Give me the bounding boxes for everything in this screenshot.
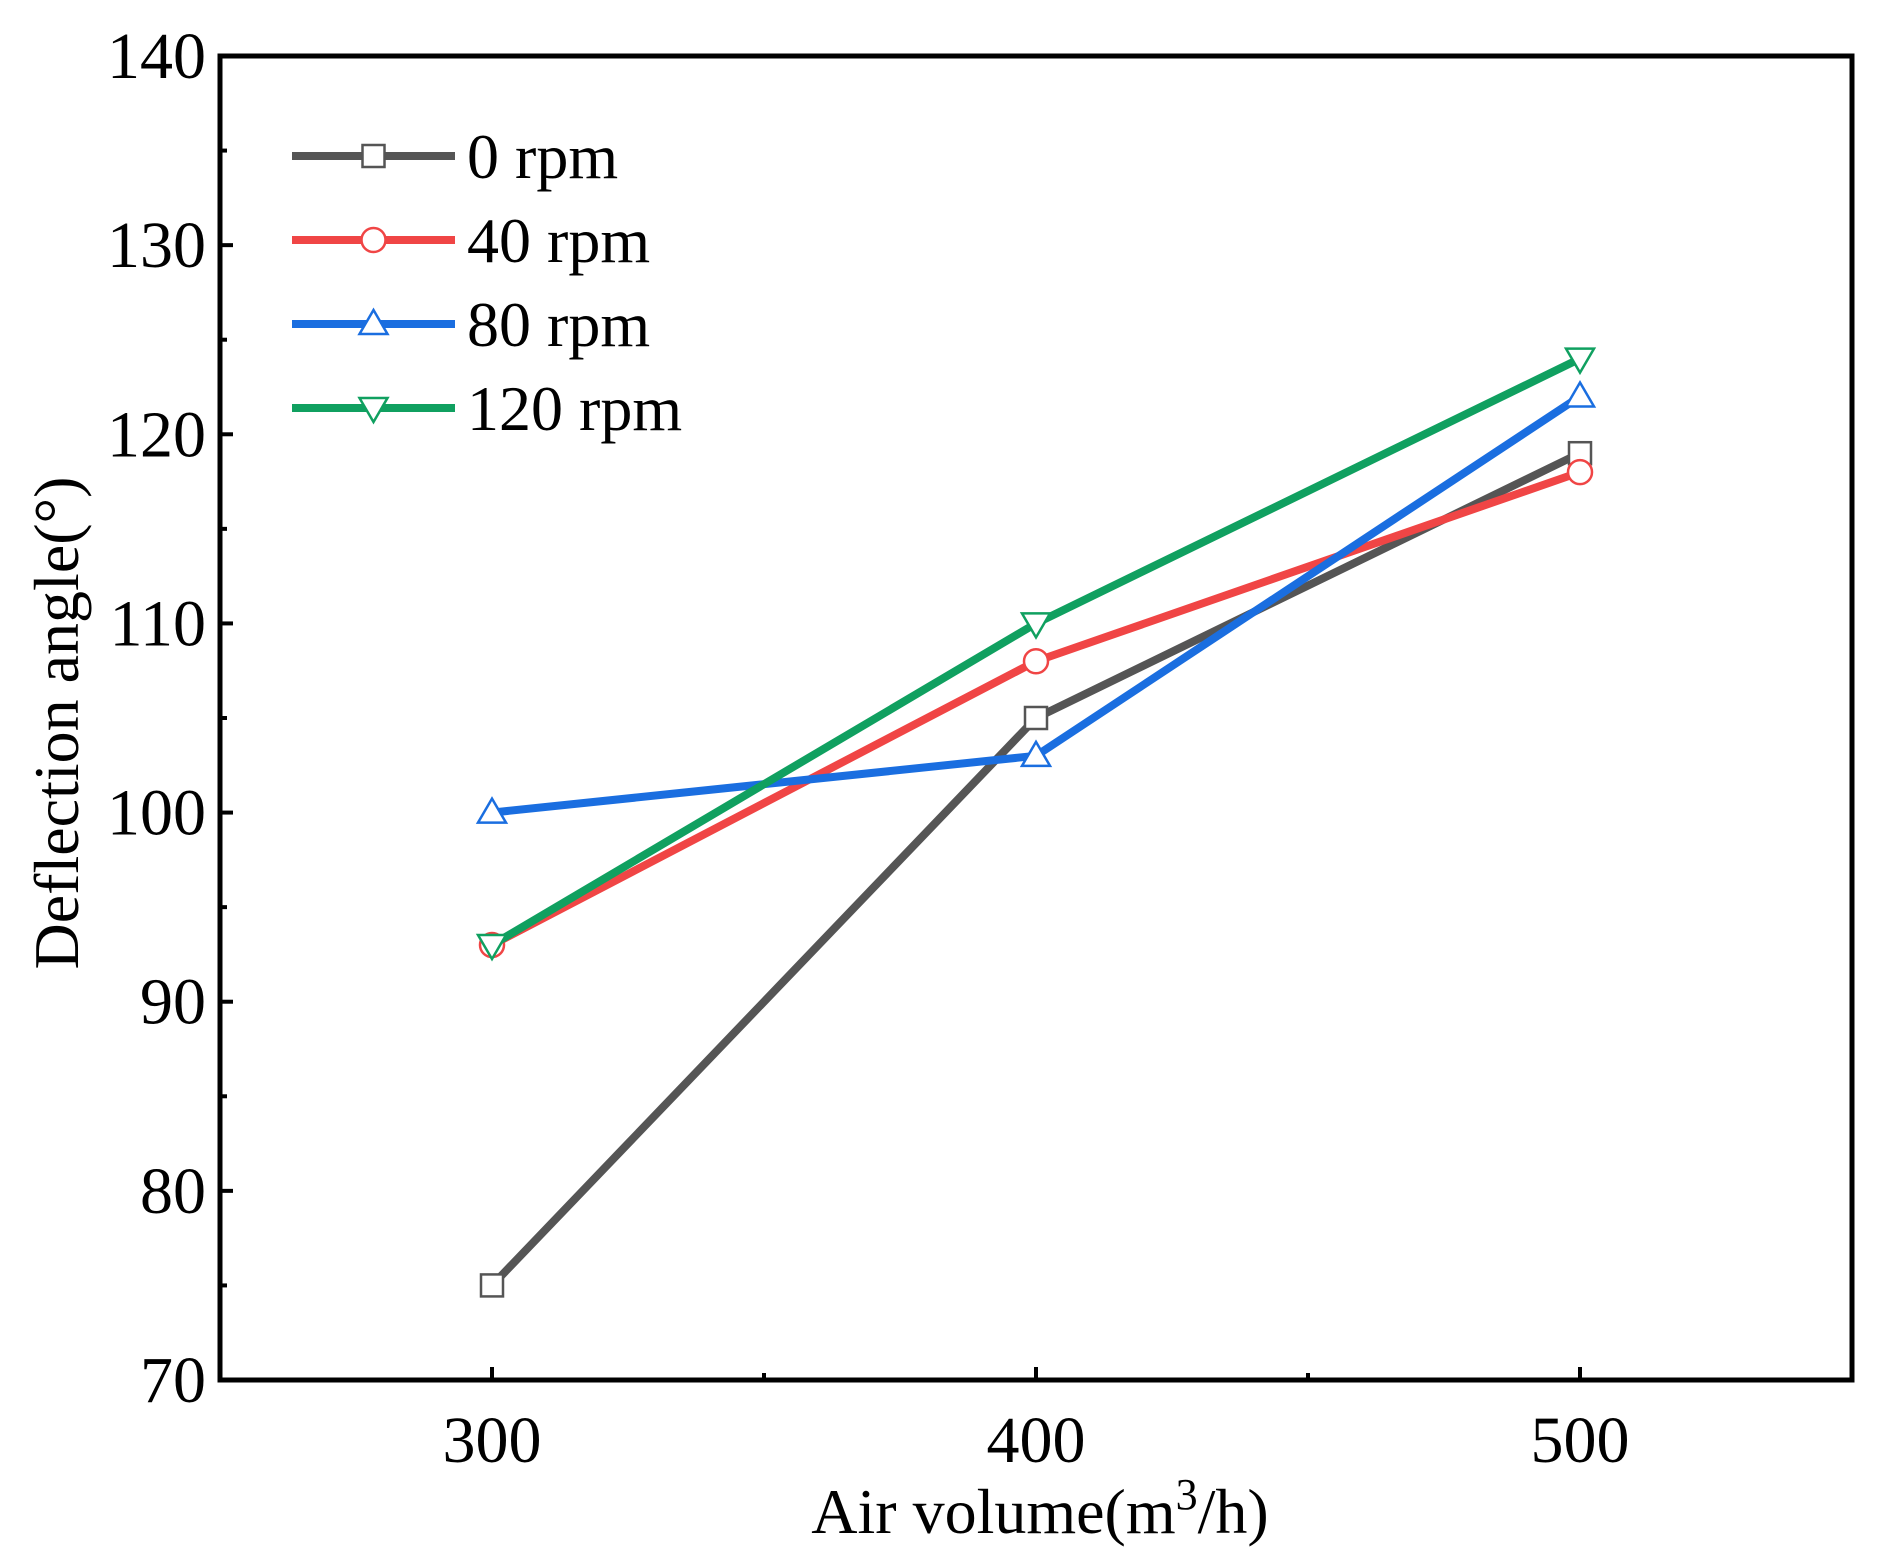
legend-label: 120 rpm: [467, 373, 682, 444]
y-tick-label: 130: [107, 209, 206, 282]
legend: 0 rpm 40 rpm 80 rpm 120 rpm: [292, 121, 682, 444]
data-point-80-rpm: [1563, 379, 1597, 408]
legend-item-0-rpm: 0 rpm: [292, 121, 618, 192]
legend-item-40-rpm: 40 rpm: [292, 205, 650, 276]
x-axis-title: Air volume(m3/h): [811, 1470, 1268, 1547]
data-point-120-rpm: [475, 933, 509, 962]
series-line-0-rpm: [489, 449, 1582, 1289]
data-point-0-rpm: [479, 1273, 505, 1298]
legend-marker: [361, 143, 386, 169]
data-point-40-rpm: [1022, 648, 1050, 675]
data-point-40-rpm: [1566, 458, 1594, 486]
data-point-80-rpm: [1019, 739, 1053, 768]
x-tick-label: 500: [1531, 1404, 1630, 1477]
data-point-0-rpm: [1023, 705, 1049, 731]
legend-label: 40 rpm: [467, 205, 650, 276]
data-point-120-rpm: [1563, 347, 1597, 376]
y-tick-label: 120: [107, 398, 206, 471]
legend-label: 0 rpm: [467, 121, 618, 192]
series-120-rpm: [475, 347, 1597, 962]
legend-marker: [357, 396, 390, 425]
legend-marker: [357, 307, 390, 336]
x-tick-label: 300: [443, 1404, 542, 1477]
x-tick-label: 400: [987, 1404, 1086, 1477]
y-tick-label: 100: [107, 777, 206, 850]
y-tick-label: 90: [140, 966, 206, 1039]
ticks-layer: 70 80 90 100 110 120 130 140 300 400 500: [107, 20, 1630, 1477]
legend-label: 80 rpm: [467, 289, 650, 360]
x-axis-title-superscript: 3: [1176, 1470, 1198, 1519]
y-tick-label: 140: [107, 20, 206, 93]
series-0-rpm: [479, 440, 1593, 1298]
x-axis-title-main: Air volume(m: [811, 1476, 1175, 1547]
data-point-80-rpm: [475, 796, 509, 824]
legend-item-120-rpm: 120 rpm: [292, 373, 682, 444]
y-axis-title: Deflection angle(°): [21, 477, 92, 970]
y-tick-label: 80: [140, 1155, 206, 1228]
series-80-rpm: [475, 379, 1597, 824]
data-point-120-rpm: [1019, 612, 1053, 640]
legend-item-80-rpm: 80 rpm: [292, 289, 650, 360]
legend-marker: [360, 226, 387, 254]
series-layer: [475, 347, 1597, 1298]
x-axis-title-suffix: /h): [1198, 1476, 1269, 1547]
y-tick-label: 110: [109, 587, 206, 660]
plot-frame: [217, 53, 1855, 1383]
y-tick-label: 70: [140, 1344, 206, 1417]
